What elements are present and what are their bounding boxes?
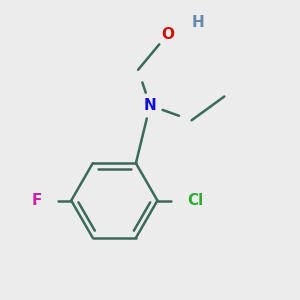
Text: F: F [31,193,41,208]
Text: H: H [191,15,204,30]
Text: N: N [144,98,156,113]
Text: O: O [161,27,174,42]
Text: Cl: Cl [187,193,203,208]
